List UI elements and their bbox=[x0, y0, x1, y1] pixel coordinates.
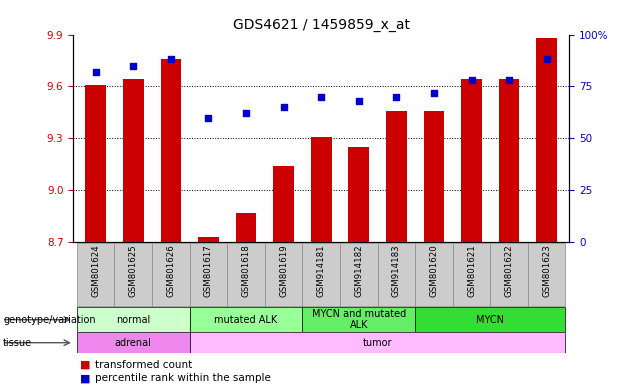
Text: GSM801617: GSM801617 bbox=[204, 244, 213, 296]
Bar bbox=[77, 307, 190, 332]
Text: genotype/variation: genotype/variation bbox=[3, 314, 96, 325]
Text: GSM801624: GSM801624 bbox=[91, 244, 100, 296]
Text: GSM801619: GSM801619 bbox=[279, 244, 288, 296]
Text: GSM914181: GSM914181 bbox=[317, 244, 326, 296]
Bar bbox=[114, 243, 152, 306]
Bar bbox=[415, 243, 453, 306]
Text: GSM801620: GSM801620 bbox=[429, 244, 438, 296]
Bar bbox=[378, 243, 415, 306]
Text: ■: ■ bbox=[80, 373, 90, 383]
Bar bbox=[198, 237, 219, 242]
Point bbox=[90, 69, 100, 75]
Text: tumor: tumor bbox=[363, 338, 392, 348]
Point bbox=[241, 110, 251, 116]
Point bbox=[542, 56, 552, 63]
Bar bbox=[386, 111, 406, 242]
Bar bbox=[415, 307, 565, 332]
Point bbox=[391, 94, 401, 100]
Text: tissue: tissue bbox=[3, 338, 32, 348]
Bar bbox=[85, 84, 106, 242]
Text: GSM801623: GSM801623 bbox=[542, 244, 551, 296]
Bar bbox=[490, 243, 528, 306]
Bar bbox=[302, 307, 415, 332]
Bar bbox=[536, 38, 557, 242]
Text: normal: normal bbox=[116, 314, 150, 325]
Bar bbox=[123, 79, 144, 242]
Point bbox=[354, 98, 364, 104]
Bar bbox=[190, 307, 302, 332]
Bar bbox=[461, 79, 482, 242]
Text: GSM914183: GSM914183 bbox=[392, 244, 401, 296]
Bar bbox=[273, 166, 294, 242]
Point bbox=[128, 63, 139, 69]
Bar bbox=[424, 111, 445, 242]
Text: MYCN and mutated
ALK: MYCN and mutated ALK bbox=[312, 309, 406, 331]
Text: GSM801618: GSM801618 bbox=[242, 244, 251, 296]
Text: MYCN: MYCN bbox=[476, 314, 504, 325]
Bar bbox=[302, 243, 340, 306]
Bar bbox=[190, 332, 565, 353]
Point bbox=[204, 114, 214, 121]
Text: transformed count: transformed count bbox=[95, 360, 193, 370]
Bar bbox=[499, 79, 520, 242]
Point bbox=[466, 77, 476, 83]
Point bbox=[166, 56, 176, 63]
Point bbox=[504, 77, 514, 83]
Title: GDS4621 / 1459859_x_at: GDS4621 / 1459859_x_at bbox=[233, 18, 410, 32]
Text: adrenal: adrenal bbox=[115, 338, 152, 348]
Point bbox=[279, 104, 289, 110]
Bar bbox=[190, 243, 227, 306]
Bar bbox=[152, 243, 190, 306]
Text: GSM801621: GSM801621 bbox=[467, 244, 476, 296]
Bar bbox=[528, 243, 565, 306]
Bar bbox=[236, 212, 256, 242]
Bar bbox=[340, 243, 378, 306]
Text: GSM801622: GSM801622 bbox=[504, 244, 514, 296]
Point bbox=[316, 94, 326, 100]
Text: percentile rank within the sample: percentile rank within the sample bbox=[95, 373, 272, 383]
Bar bbox=[265, 243, 302, 306]
Text: GSM801625: GSM801625 bbox=[128, 244, 138, 296]
Bar bbox=[77, 243, 114, 306]
Bar bbox=[349, 147, 369, 242]
Point bbox=[429, 89, 439, 96]
Bar bbox=[453, 243, 490, 306]
Text: GSM914182: GSM914182 bbox=[354, 244, 363, 296]
Text: mutated ALK: mutated ALK bbox=[214, 314, 278, 325]
Bar bbox=[77, 332, 190, 353]
Bar bbox=[311, 136, 331, 242]
Bar bbox=[160, 59, 181, 242]
Bar bbox=[227, 243, 265, 306]
Text: GSM801626: GSM801626 bbox=[167, 244, 176, 296]
Text: ■: ■ bbox=[80, 360, 90, 370]
